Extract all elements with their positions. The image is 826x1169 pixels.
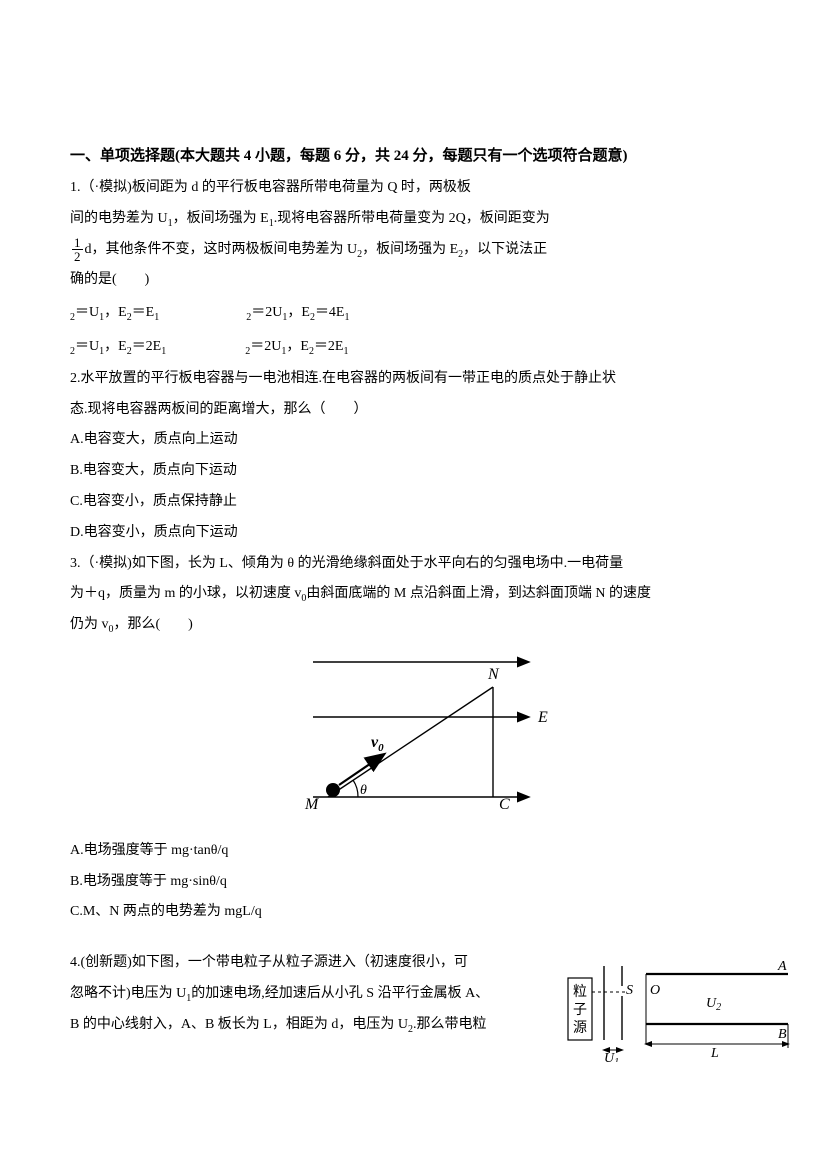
label-E: E <box>537 709 548 726</box>
q3: 3.（·模拟)如下图，长为 L、倾角为 θ 的光滑绝缘斜面处于水平向右的匀强电场… <box>70 549 756 641</box>
q3-options: A.电场强度等于 mg·tanθ/q B.电场强度等于 mg·sinθ/q C.… <box>70 836 756 928</box>
q2-line1: 2.水平放置的平行板电容器与一电池相连.在电容器的两板间有一带正电的质点处于静止… <box>70 364 756 395</box>
q3-line1: 3.（·模拟)如下图，长为 L、倾角为 θ 的光滑绝缘斜面处于水平向右的匀强电场… <box>70 549 756 580</box>
label-L: L <box>710 1046 719 1061</box>
label-A: A <box>777 959 787 974</box>
q2-optD: D.电容变小，质点向下运动 <box>70 518 756 549</box>
q3-diagram: E N C M v0 θ <box>70 647 756 830</box>
q2-optB: B.电容变大，质点向下运动 <box>70 456 756 487</box>
q2-optA: A.电容变大，质点向上运动 <box>70 425 756 456</box>
q2-line2: 态.现将电容器两板间的距离增大，那么（ ） <box>70 395 756 426</box>
label-U1: U1 <box>604 1051 619 1062</box>
q1-line2: 间的电势差为 U1，板间场强为 E1.现将电容器所带电荷量变为 2Q，板间距变为 <box>70 204 756 235</box>
q1-line3: 12d，其他条件不变，这时两极板间电势差为 U2，板间场强为 E2，以下说法正 <box>70 235 756 266</box>
label-box1: 粒 <box>573 984 587 1000</box>
q4-line1: 4.(创新题)如下图，一个带电粒子从粒子源进入（初速度很小，可 <box>70 948 500 979</box>
q4: 4.(创新题)如下图，一个带电粒子从粒子源进入（初速度很小，可 忽略不计)电压为… <box>70 948 756 1040</box>
label-theta: θ <box>360 783 367 798</box>
label-B: B <box>778 1027 787 1042</box>
q3-optA: A.电场强度等于 mg·tanθ/q <box>70 836 756 867</box>
label-U2: U2 <box>706 996 721 1013</box>
q2-optC: C.电容变小，质点保持静止 <box>70 487 756 518</box>
fraction-half: 12 <box>72 236 83 263</box>
label-box3: 源 <box>573 1020 587 1036</box>
label-box2: 子 <box>573 1002 587 1018</box>
q1: 1.（·模拟)板间距为 d 的平行板电容器所带电荷量为 Q 时，两极板 间的电势… <box>70 173 756 364</box>
ball-icon <box>326 783 340 797</box>
q1-options-row2: 2＝U1，E2＝2E1 2＝2U1，E2＝2E1 <box>70 330 756 364</box>
label-v0: v0 <box>371 734 384 754</box>
page: 一、单项选择题(本大题共 4 小题，每题 6 分，共 24 分，每题只有一个选项… <box>0 0 826 1169</box>
label-S: S <box>626 983 633 998</box>
label-C: C <box>499 796 510 813</box>
q4-line2: 忽略不计)电压为 U1的加速电场,经加速后从小孔 S 沿平行金属板 A、 <box>70 979 500 1010</box>
q4-line3: B 的中心线射入，A、B 板长为 L，相距为 d，电压为 U2.那么带电粒 <box>70 1010 500 1041</box>
q2: 2.水平放置的平行板电容器与一电池相连.在电容器的两板间有一带正电的质点处于静止… <box>70 364 756 549</box>
label-M: M <box>304 796 320 813</box>
q3-line2: 为＋q，质量为 m 的小球，以初速度 v0由斜面底端的 M 点沿斜面上滑，到达斜… <box>70 579 756 610</box>
q3-line3: 仍为 v0，那么( ) <box>70 610 756 641</box>
q1-options-row1: 2＝U1，E2＝E1 2＝2U1，E2＝4E1 <box>70 296 756 330</box>
section-title: 一、单项选择题(本大题共 4 小题，每题 6 分，共 24 分，每题只有一个选项… <box>70 140 756 173</box>
label-N: N <box>487 666 500 683</box>
q1-line1: 1.（·模拟)板间距为 d 的平行板电容器所带电荷量为 Q 时，两极板 <box>70 173 756 204</box>
q3-optC: C.M、N 两点的电势差为 mgL/q <box>70 897 756 928</box>
q4-diagram: 粒 子 源 S O A B <box>566 952 796 1062</box>
label-O: O <box>650 983 660 998</box>
q3-optB: B.电场强度等于 mg·sinθ/q <box>70 867 756 898</box>
q1-line4: 确的是( ) <box>70 265 756 296</box>
